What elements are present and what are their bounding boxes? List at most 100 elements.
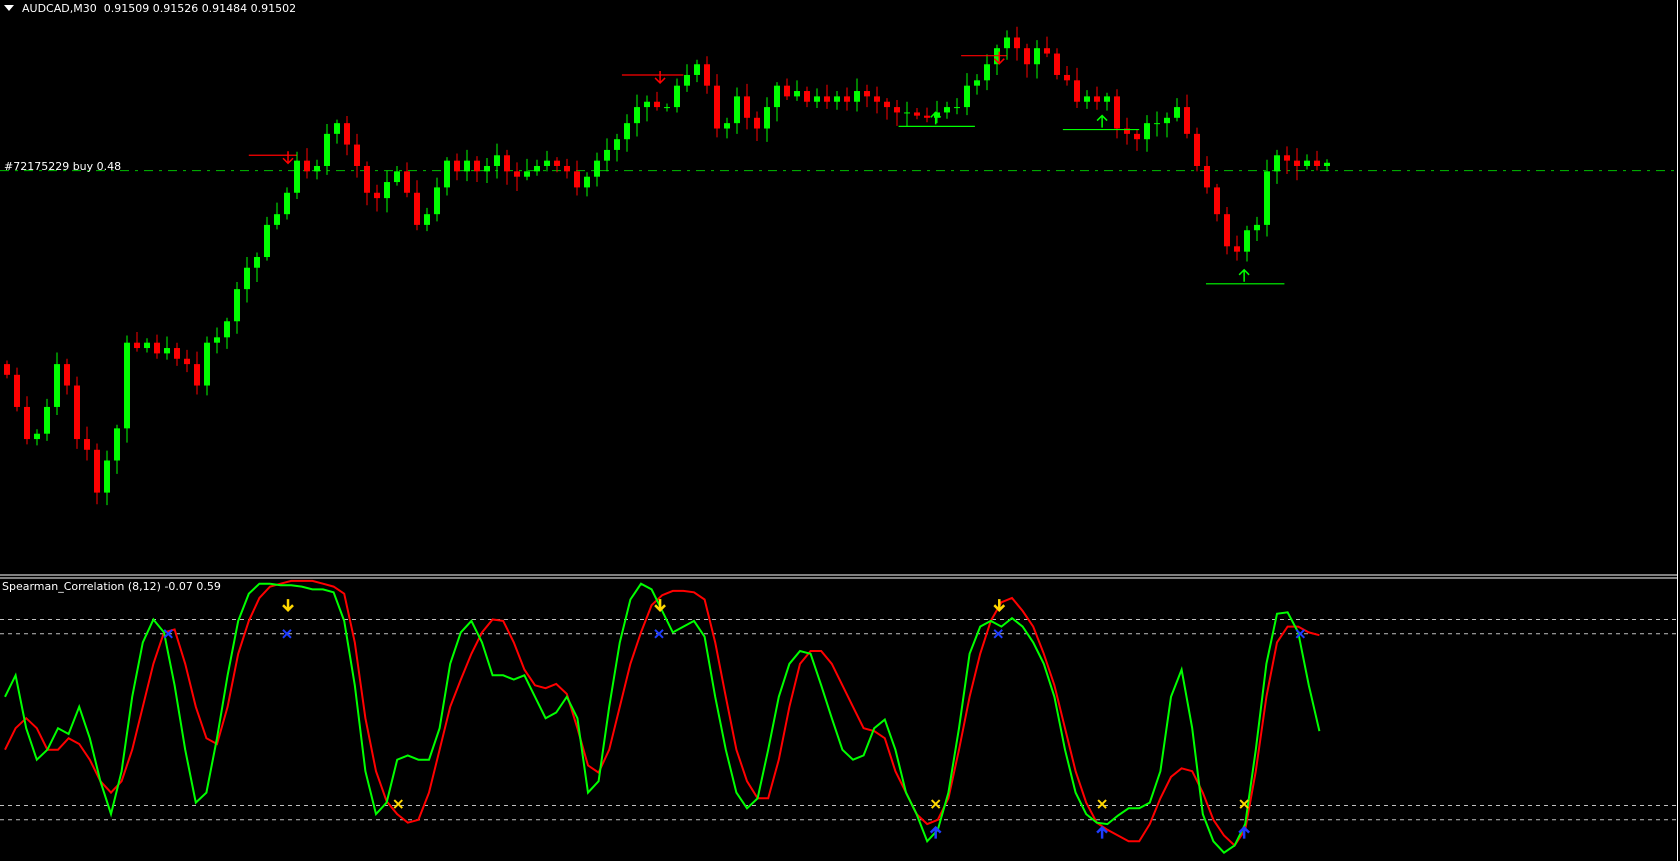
candle-body xyxy=(174,348,180,359)
candle-body xyxy=(624,123,630,140)
candle xyxy=(1314,150,1320,171)
candle xyxy=(634,94,640,137)
candle-body xyxy=(1194,133,1200,166)
candle xyxy=(374,184,380,212)
candle xyxy=(314,159,320,180)
candle xyxy=(224,317,230,349)
candle-body xyxy=(604,149,610,161)
candle xyxy=(434,177,440,222)
candle xyxy=(904,101,910,127)
candle xyxy=(664,103,670,112)
candle xyxy=(164,336,170,360)
candle-body xyxy=(454,160,460,172)
candle-body xyxy=(764,107,770,129)
candle xyxy=(1174,98,1180,122)
candle xyxy=(644,95,650,122)
candle-body xyxy=(574,171,580,188)
candle-body xyxy=(274,214,280,225)
candle-body xyxy=(1104,96,1110,102)
candle xyxy=(744,83,750,130)
candle xyxy=(24,396,30,445)
candle xyxy=(1034,40,1040,79)
cross-icon xyxy=(1097,799,1107,809)
candle xyxy=(674,78,680,113)
candle xyxy=(524,158,530,181)
candle-body xyxy=(244,267,250,290)
candle xyxy=(1254,216,1260,241)
candle-body xyxy=(224,321,230,338)
candle xyxy=(394,165,400,186)
candle xyxy=(384,170,390,213)
candle xyxy=(854,78,860,112)
candle xyxy=(684,64,690,92)
candle xyxy=(1194,127,1200,172)
candle xyxy=(764,97,770,142)
candle-body xyxy=(334,123,340,134)
candle-body xyxy=(744,96,750,118)
candle-body xyxy=(704,64,710,86)
candle-body xyxy=(784,85,790,97)
candle xyxy=(1244,225,1250,262)
cross-icon xyxy=(393,799,403,809)
symbol-timeframe: AUDCAD,M30 xyxy=(22,2,97,15)
candle-body xyxy=(544,160,550,166)
candle xyxy=(564,158,570,179)
candle-body xyxy=(564,165,570,172)
candle xyxy=(354,133,360,178)
candle-body xyxy=(734,96,740,124)
candle xyxy=(594,152,600,187)
candle-body xyxy=(414,192,420,225)
dropdown-triangle-icon[interactable] xyxy=(4,5,14,11)
candle-body xyxy=(1074,80,1080,102)
candle-body xyxy=(914,112,920,116)
candle-body xyxy=(364,165,370,193)
candle-body xyxy=(934,112,940,118)
candle xyxy=(544,150,550,172)
candle-body xyxy=(1204,165,1210,188)
candle-body xyxy=(354,144,360,166)
candle-body xyxy=(1144,123,1150,140)
candle xyxy=(714,74,720,138)
arrow-up-icon xyxy=(1096,825,1108,839)
candle-body xyxy=(904,112,910,114)
candle xyxy=(704,56,710,94)
candle xyxy=(94,443,100,505)
candle-body xyxy=(84,439,90,450)
candle xyxy=(194,351,200,395)
candle-body xyxy=(64,364,70,386)
order-line-label[interactable]: #72175229 buy 0.48 xyxy=(4,160,122,173)
candle-body xyxy=(264,224,270,258)
price-panel[interactable] xyxy=(0,26,1677,506)
candle xyxy=(914,107,920,120)
cross-icon xyxy=(1295,629,1306,639)
candle-body xyxy=(344,123,350,145)
candle-body xyxy=(954,107,960,109)
candle xyxy=(1024,43,1030,78)
candle-body xyxy=(94,449,100,493)
indicator-label: Spearman_Correlation (8,12) -0.07 0.59 xyxy=(2,580,221,593)
indicator-panel[interactable] xyxy=(0,579,1677,855)
candle xyxy=(1324,159,1330,172)
arrow-down-icon xyxy=(993,599,1006,612)
candle xyxy=(614,133,620,162)
candle xyxy=(624,114,630,152)
chart-title: AUDCAD,M30 0.91509 0.91526 0.91484 0.915… xyxy=(4,2,296,15)
candle-body xyxy=(144,342,150,349)
candle-body xyxy=(684,74,690,86)
candle xyxy=(954,98,960,115)
candle xyxy=(244,257,250,303)
candle xyxy=(1154,111,1160,137)
candle xyxy=(74,376,80,449)
fast-line xyxy=(4,582,1321,855)
candle-body xyxy=(1114,96,1120,129)
candle-body xyxy=(34,433,40,440)
candle-body xyxy=(644,101,650,108)
candle xyxy=(204,336,210,396)
candle-body xyxy=(444,160,450,188)
candle-body xyxy=(1224,214,1230,247)
candle-body xyxy=(504,155,510,172)
candle-body xyxy=(164,348,170,354)
candle xyxy=(1114,89,1120,139)
candle-body xyxy=(854,91,860,102)
